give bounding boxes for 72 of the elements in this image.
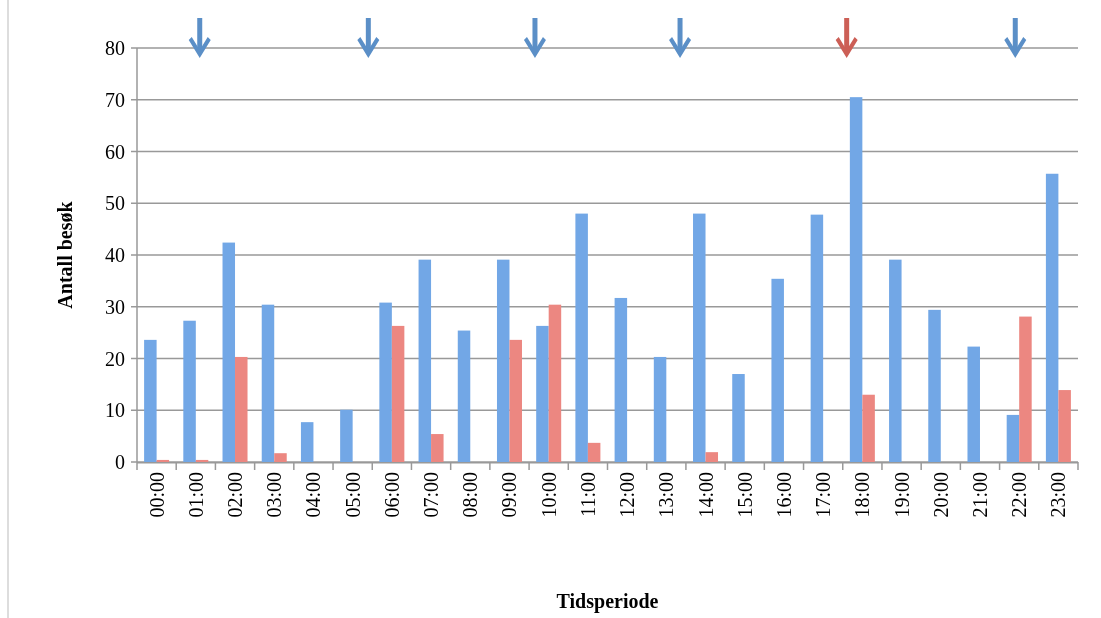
y-tick-label: 10 <box>105 399 125 422</box>
bar <box>732 374 745 462</box>
x-tick-label: 19:00 <box>890 472 913 518</box>
bar <box>457 330 471 462</box>
x-tick-label: 17:00 <box>812 472 835 518</box>
x-tick-label: 20:00 <box>929 472 952 518</box>
x-tick-label: 12:00 <box>616 472 639 518</box>
x-tick-label: 23:00 <box>1047 472 1070 518</box>
y-tick-label: 70 <box>105 88 125 111</box>
bar <box>967 346 980 462</box>
x-axis-title: Tidsperiode <box>556 590 659 613</box>
bar <box>548 304 562 462</box>
x-tick-label: 15:00 <box>733 472 756 518</box>
bar <box>653 356 667 462</box>
bar <box>379 302 392 462</box>
y-tick-label: 20 <box>105 347 125 370</box>
x-tick-label: 18:00 <box>851 472 874 518</box>
bar <box>1058 390 1071 462</box>
bar <box>418 259 432 462</box>
y-tick-label: 60 <box>105 140 125 163</box>
y-tick-label: 30 <box>105 295 125 318</box>
x-tick-label: 06:00 <box>380 472 403 518</box>
bar <box>391 325 405 462</box>
x-tick-label: 21:00 <box>968 472 991 518</box>
bar <box>261 304 275 462</box>
bar <box>575 213 588 462</box>
x-tick-label: 04:00 <box>302 472 325 518</box>
bar <box>587 442 601 462</box>
bar <box>496 259 510 462</box>
bar <box>928 309 941 462</box>
bar <box>1045 173 1059 462</box>
bar <box>222 242 236 462</box>
bar <box>614 297 628 462</box>
bar <box>183 320 196 462</box>
x-tick-label: 13:00 <box>655 472 678 518</box>
bar <box>693 213 706 462</box>
bar <box>144 339 157 462</box>
x-tick-label: 05:00 <box>341 472 364 518</box>
bar <box>536 325 549 462</box>
x-tick-label: 22:00 <box>1008 472 1031 518</box>
bar <box>771 278 784 462</box>
bar <box>235 356 248 462</box>
bar <box>1019 316 1032 462</box>
bar <box>509 339 522 462</box>
bar <box>431 434 444 462</box>
bar <box>195 459 209 462</box>
x-tick-label: 14:00 <box>694 472 717 518</box>
x-tick-label: 10:00 <box>537 472 560 518</box>
y-tick-label: 80 <box>105 37 125 59</box>
x-tick-label: 07:00 <box>420 472 443 518</box>
bar <box>810 214 824 462</box>
y-tick-label: 0 <box>115 451 125 473</box>
x-tick-label: 00:00 <box>145 472 168 518</box>
bar <box>849 97 863 462</box>
bar <box>156 459 170 462</box>
y-tick-label: 50 <box>105 192 125 215</box>
bar <box>300 422 314 462</box>
x-tick-label: 01:00 <box>184 472 207 518</box>
bar <box>705 452 719 462</box>
x-tick-label: 16:00 <box>772 472 795 518</box>
bar <box>862 394 875 462</box>
bar <box>274 453 287 462</box>
bar <box>1006 414 1020 462</box>
x-tick-label: 03:00 <box>263 472 286 518</box>
y-axis-title: Antall besøk <box>54 200 76 309</box>
x-tick-label: 08:00 <box>459 472 482 518</box>
y-tick-label: 40 <box>105 244 125 266</box>
x-tick-label: 11:00 <box>576 472 599 517</box>
bar <box>889 259 902 462</box>
x-tick-label: 09:00 <box>498 472 521 518</box>
bar <box>340 409 353 462</box>
x-tick-label: 02:00 <box>224 472 247 518</box>
